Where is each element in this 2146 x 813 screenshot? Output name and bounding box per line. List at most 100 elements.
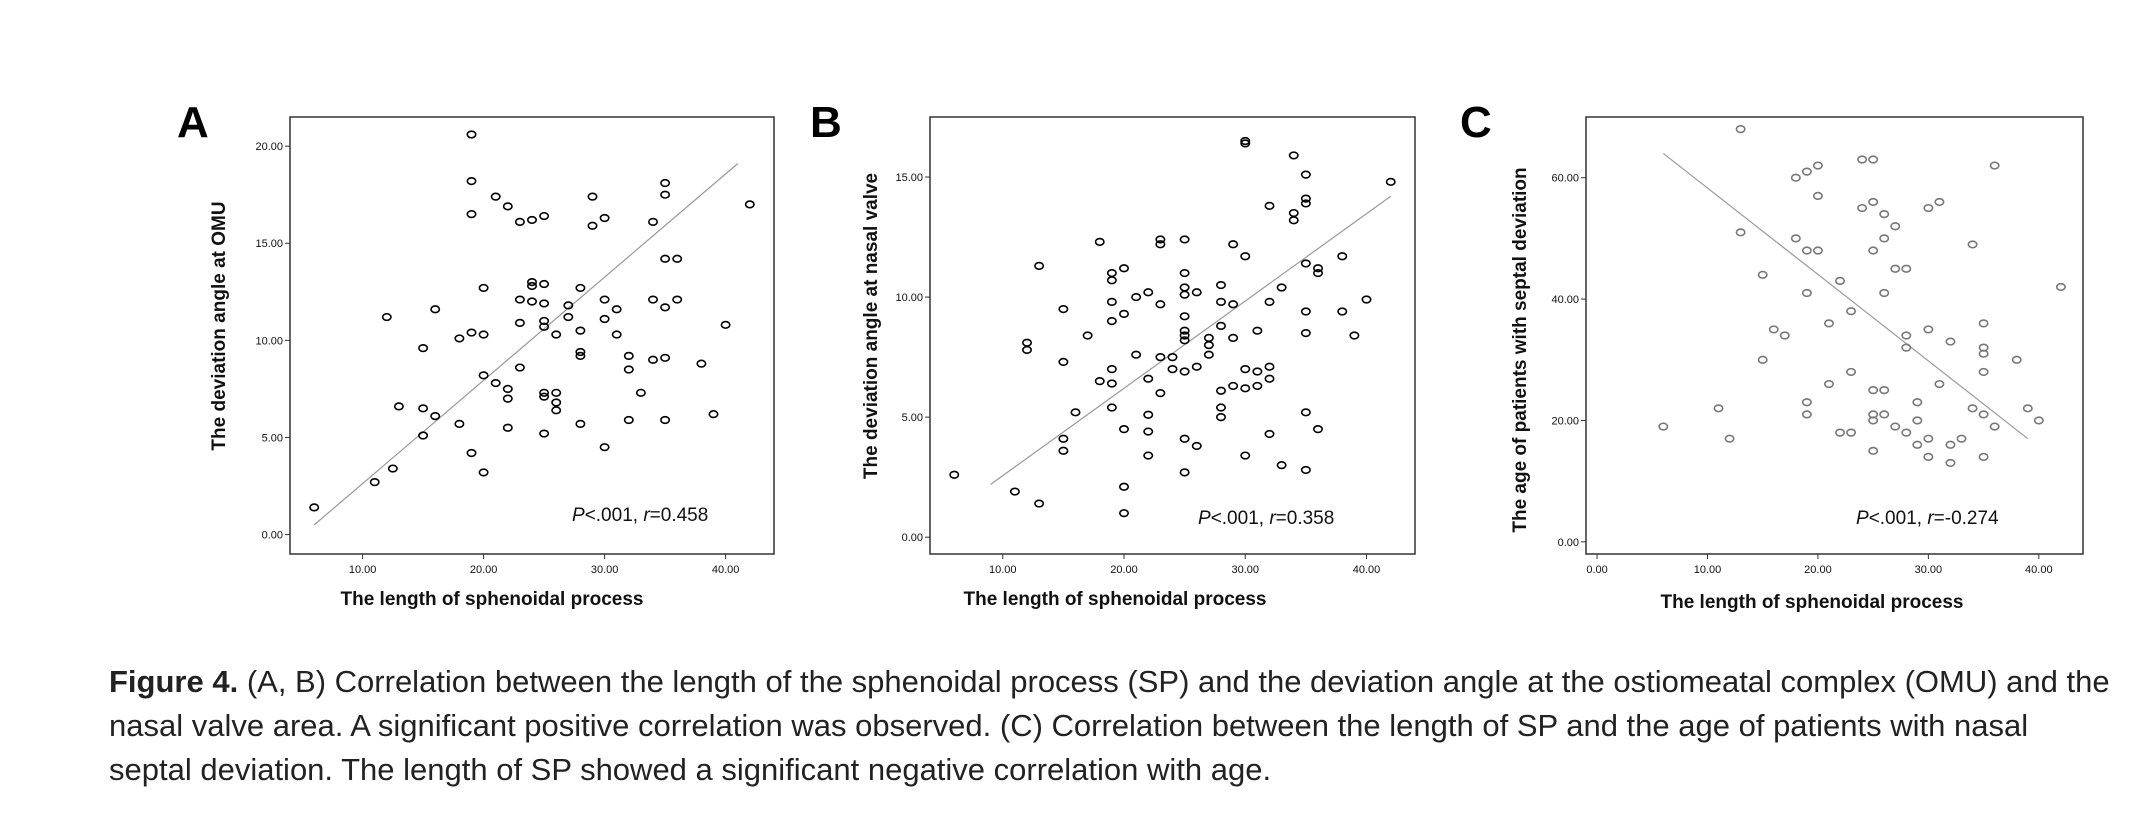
panel-b-data-point (1300, 259, 1311, 268)
panel-a-data-point (369, 478, 380, 487)
panel-b-x-tick-label: 30.00 (1231, 564, 1259, 576)
panel-c-letter: C (1460, 98, 1492, 147)
panel-c-data-point (1967, 240, 1978, 249)
panel-c-plot-frame (1585, 116, 2084, 555)
panel-b-data-point (1167, 353, 1178, 362)
panel-c-data-point (1801, 398, 1812, 407)
panel-b-data-point (1264, 374, 1275, 383)
panel-b-data-point (1106, 403, 1117, 412)
panel-a-x-tick-label: 30.00 (591, 564, 619, 576)
panel-c-x-tick-label: 10.00 (1694, 564, 1722, 576)
panel-a-data-point (418, 431, 429, 440)
panel-a-data-point (526, 215, 537, 225)
panel-a-y-tick-label: 10.00 (255, 335, 283, 347)
panel-a-data-point (478, 330, 489, 339)
panel-b-data-point (1191, 288, 1202, 297)
panel-b-stat-label: P<.001, r=0.358 (1198, 508, 1334, 529)
panel-b: B 10.00 20.00 30.00 40.00 0.00 5.00 10.00 15.00… (810, 98, 1416, 610)
panel-b-data-point (1179, 235, 1190, 244)
panel-a-data-point (539, 211, 550, 221)
panel-a: A 10.00 20.00 30.00 40.00 0.00 5.00 10.00 15.00… (177, 98, 775, 610)
panel-a-stat-p: P (572, 505, 585, 526)
panel-c-data-point (1890, 422, 1901, 431)
panel-c-data-point (1779, 331, 1790, 340)
panel-b-x-tick-label: 40.00 (1353, 564, 1381, 576)
panel-c-data-point (1757, 355, 1768, 364)
panel-a-data-point (526, 277, 537, 287)
panel-b-data-point (1179, 434, 1190, 443)
panel-b-data-point (1264, 362, 1275, 371)
panel-a-data-point (454, 334, 465, 343)
panel-c-fit-line (1662, 152, 2029, 440)
panel-c-data-point (1923, 434, 1934, 443)
panel-a-ticks: 10.00 20.00 30.00 40.00 0.00 5.00 10.00 15.00 20… (255, 141, 739, 576)
panel-b-data-point (1191, 441, 1202, 451)
panel-a-data-point (696, 359, 707, 368)
panel-b-data-point (1300, 194, 1311, 203)
panel-c-data-point (1846, 307, 1857, 316)
panel-b-y-tick-label: 15.00 (895, 172, 923, 184)
panel-b-data-point (1106, 276, 1117, 285)
figure-caption: Figure 4. (A, B) Correlation between the… (109, 660, 2119, 792)
panel-a-data-point (454, 419, 465, 428)
panel-a-letter: A (177, 98, 209, 147)
panel-a-data-point (635, 388, 646, 397)
panel-a-x-axis-title: The length of sphenoidal process (341, 589, 644, 610)
panel-b-data-point (1058, 357, 1069, 367)
panel-a-data-point (309, 503, 320, 512)
panel-a-plot-frame (289, 116, 775, 555)
panel-b-data-point (1300, 465, 1311, 475)
panel-a-data-point (551, 388, 562, 397)
panel-a-stat-r: r (643, 505, 650, 526)
panel-c-data-point (1978, 410, 1989, 419)
panel-c-data-point (1768, 325, 1779, 334)
panel-c-data-point (1912, 440, 1923, 449)
panel-c-y-tick-label: 60.00 (1551, 173, 1579, 185)
panel-b-data-point (1009, 487, 1020, 496)
panel-a-y-tick-label: 0.00 (262, 530, 283, 542)
panel-b-data-point (1228, 381, 1239, 391)
panel-a-y-axis-title: The deviation angle at OMU (209, 201, 230, 450)
panel-c-x-tick-label: 20.00 (1804, 564, 1832, 576)
panel-c-data-point (1978, 343, 1989, 352)
panel-c-data-point (1934, 379, 1945, 389)
panel-b-data-point (1337, 307, 1348, 316)
panel-b-data-point (1021, 345, 1032, 355)
panel-c-data-point (1945, 458, 1956, 468)
panel-b-x-tick-label: 20.00 (1110, 564, 1138, 576)
panel-a-data-point (623, 415, 634, 425)
panel-a-data-point (623, 365, 634, 374)
panel-c-data-point (1846, 428, 1857, 437)
panel-a-data-point (393, 402, 404, 411)
panel-a-data-point (599, 443, 610, 452)
panel-c-data-point (1967, 404, 1978, 413)
panel-a-data-point (575, 283, 586, 293)
panel-b-data-point (1300, 199, 1311, 208)
panel-b-data-point (1240, 139, 1251, 148)
panel-a-data-point (526, 281, 537, 291)
panel-a-points (309, 130, 755, 526)
panel-a-y-tick-label: 20.00 (255, 141, 283, 153)
panel-b-data-point (1179, 468, 1190, 477)
figure-caption-label: Figure 4. (109, 664, 239, 699)
panel-b-data-point (1167, 365, 1178, 374)
panel-a-data-point (660, 353, 671, 362)
panel-c-x-tick-label: 40.00 (2025, 564, 2053, 576)
panel-a-data-point (478, 371, 489, 380)
panel-b-stat-p-value: <.001, (1211, 508, 1270, 529)
panel-b-data-point (1106, 365, 1117, 374)
panel-a-data-point (672, 254, 683, 263)
panel-c-y-axis-title: The age of patients with septal deviatio… (1510, 167, 1531, 532)
panel-b-data-point (1300, 328, 1311, 338)
panel-c-data-point (1812, 246, 1823, 255)
panel-a-data-point (599, 295, 610, 304)
panel-b-y-tick-label: 0.00 (902, 532, 923, 544)
panel-b-data-point (1021, 338, 1032, 347)
panel-b-data-point (1264, 429, 1275, 439)
panel-b-data-point (1155, 240, 1166, 249)
panel-c-data-point (1879, 288, 1890, 298)
panel-c-data-point (1868, 197, 1879, 207)
panel-c-data-point (1868, 410, 1879, 419)
panel-b-data-point (1094, 377, 1105, 386)
panel-b-data-point (1119, 482, 1130, 491)
